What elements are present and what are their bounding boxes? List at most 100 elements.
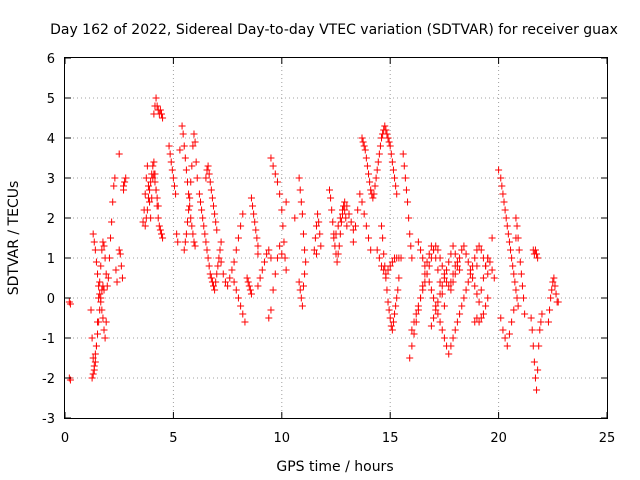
data-point xyxy=(383,130,391,138)
data-point xyxy=(208,194,216,202)
data-point xyxy=(332,230,340,238)
y-tick-label: -3 xyxy=(42,412,55,427)
data-point xyxy=(552,290,560,298)
y-tick-label: 6 xyxy=(47,52,55,67)
data-point xyxy=(458,302,466,310)
data-point xyxy=(334,222,342,230)
data-point xyxy=(535,342,543,350)
data-point xyxy=(406,230,414,238)
data-point xyxy=(372,174,380,182)
data-point xyxy=(267,154,275,162)
data-point xyxy=(425,250,433,258)
data-point xyxy=(482,302,490,310)
data-point xyxy=(312,222,320,230)
data-point xyxy=(97,294,105,302)
data-point xyxy=(464,278,472,286)
data-point xyxy=(408,342,416,350)
data-point xyxy=(88,334,96,342)
data-point xyxy=(89,370,97,378)
data-point xyxy=(201,230,209,238)
data-point xyxy=(354,206,362,214)
data-point xyxy=(254,282,262,290)
data-point xyxy=(99,238,107,246)
data-point xyxy=(408,254,416,262)
data-point xyxy=(434,246,442,254)
data-point xyxy=(382,270,390,278)
data-point xyxy=(91,350,99,358)
data-point xyxy=(533,386,541,394)
data-point xyxy=(109,198,117,206)
data-point xyxy=(144,182,152,190)
data-point xyxy=(237,222,245,230)
data-point xyxy=(291,214,299,222)
data-point xyxy=(107,234,115,242)
data-point xyxy=(182,166,190,174)
data-point xyxy=(360,142,368,150)
data-point xyxy=(104,274,112,282)
data-point xyxy=(383,286,391,294)
data-point xyxy=(243,274,251,282)
data-point xyxy=(265,246,273,254)
data-point xyxy=(111,174,119,182)
data-point xyxy=(202,238,210,246)
data-point xyxy=(212,218,220,226)
data-point xyxy=(211,210,219,218)
data-point xyxy=(91,246,99,254)
data-point xyxy=(143,206,151,214)
data-point xyxy=(505,330,513,338)
data-point xyxy=(527,314,535,322)
data-point xyxy=(458,246,466,254)
data-point xyxy=(534,254,542,262)
data-point xyxy=(206,270,214,278)
data-point xyxy=(407,242,415,250)
data-point xyxy=(488,234,496,242)
data-point xyxy=(217,258,225,266)
data-point xyxy=(210,282,218,290)
data-point xyxy=(363,162,371,170)
data-point xyxy=(191,242,199,250)
data-point xyxy=(310,246,318,254)
data-point xyxy=(475,242,483,250)
data-point xyxy=(445,282,453,290)
data-point xyxy=(432,242,440,250)
data-point xyxy=(139,218,147,226)
data-point xyxy=(200,222,208,230)
data-point xyxy=(384,266,392,274)
data-point xyxy=(378,134,386,142)
data-point xyxy=(247,194,255,202)
data-point xyxy=(362,222,370,230)
data-point xyxy=(315,218,323,226)
data-point xyxy=(449,278,457,286)
data-point xyxy=(244,278,252,286)
data-point xyxy=(113,278,121,286)
data-point xyxy=(469,274,477,282)
data-point xyxy=(392,182,400,190)
data-point xyxy=(317,242,325,250)
data-point xyxy=(144,194,152,202)
data-point xyxy=(358,134,366,142)
data-point xyxy=(226,274,234,282)
data-point xyxy=(189,230,197,238)
data-point xyxy=(456,254,464,262)
data-point xyxy=(427,254,435,262)
data-point xyxy=(388,326,396,334)
x-tick-labels: 0 5 10 15 20 25 xyxy=(61,431,615,446)
data-point xyxy=(438,262,446,270)
data-point xyxy=(378,262,386,270)
data-point xyxy=(336,214,344,222)
data-point xyxy=(142,214,150,222)
data-point xyxy=(510,306,518,314)
data-point xyxy=(239,210,247,218)
data-point xyxy=(166,150,174,158)
data-point xyxy=(98,246,106,254)
x-tick-label: 20 xyxy=(490,431,507,446)
data-point xyxy=(381,122,389,130)
data-point xyxy=(92,342,100,350)
data-point xyxy=(385,306,393,314)
data-point xyxy=(501,206,509,214)
data-point xyxy=(349,226,357,234)
data-point xyxy=(95,318,103,326)
data-point xyxy=(250,210,258,218)
data-point xyxy=(419,254,427,262)
data-point xyxy=(436,254,444,262)
